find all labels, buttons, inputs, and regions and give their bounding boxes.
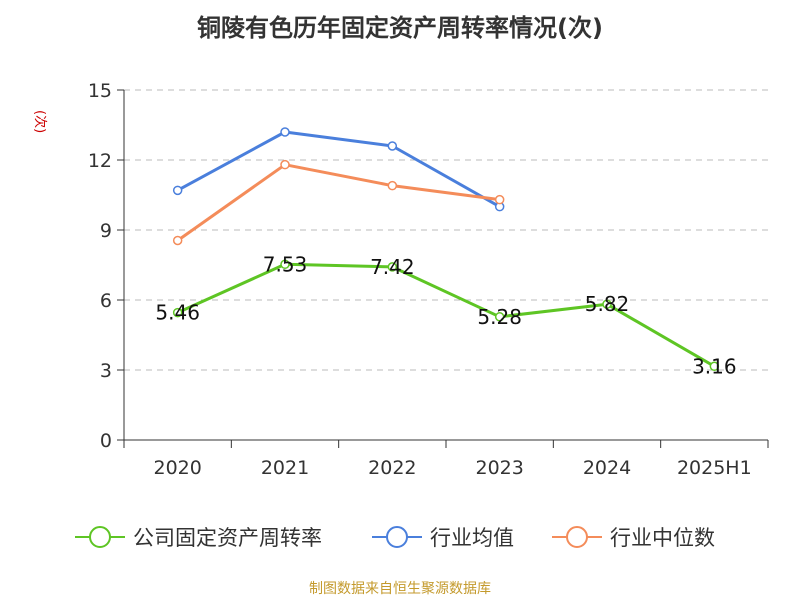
data-source-note: 制图数据来自恒生聚源数据库 <box>309 581 491 597</box>
data-label: 5.82 <box>585 292 630 316</box>
y-tick-label: 3 <box>100 360 112 382</box>
data-point <box>280 159 290 170</box>
data-point <box>280 127 290 137</box>
y-tick-label: 9 <box>100 220 112 242</box>
data-point <box>172 185 183 196</box>
data-point <box>280 259 290 270</box>
legend-label-1: 行业均值 <box>430 526 514 550</box>
legend-marker-1 <box>386 526 408 548</box>
data-point <box>172 307 183 318</box>
x-tick-label: 2020 <box>153 457 201 479</box>
data-point <box>172 235 183 246</box>
data-point <box>494 312 505 322</box>
axes: 0 3 6 9 12 15 2020 2021 2022 2023 2024 2025H1 <box>88 80 769 479</box>
data-point <box>387 262 398 272</box>
x-tick-label: 2023 <box>475 457 523 479</box>
data-label: 7.53 <box>263 252 308 276</box>
y-tick-label: 0 <box>100 430 112 452</box>
y-tick-label: 15 <box>88 80 112 102</box>
data-point <box>602 299 612 309</box>
legend-marker-2 <box>566 526 588 548</box>
data-label: 3.16 <box>692 354 737 378</box>
data-label: 7.42 <box>370 255 415 279</box>
x-tick-label: 2025H1 <box>677 457 752 479</box>
series-line-1 <box>176 130 501 208</box>
legend-label-0: 公司固定资产周转率 <box>133 526 322 550</box>
data-point <box>709 361 720 372</box>
data-label: 5.28 <box>477 305 522 329</box>
data-label: 5.46 <box>155 301 200 325</box>
y-tick-label: 6 <box>100 290 112 312</box>
x-tick-label: 2022 <box>368 457 416 479</box>
legend: 公司固定资产周转率 行业均值 行业中位数 <box>75 526 715 550</box>
x-tick-label: 2021 <box>261 457 309 479</box>
legend-marker-0 <box>89 526 111 548</box>
data-point <box>494 194 505 205</box>
data-labels: 5.46 7.53 7.42 5.28 5.82 3.16 <box>155 252 736 378</box>
series-line-2 <box>176 163 500 242</box>
grid-lines <box>124 89 768 371</box>
data-point <box>387 141 398 151</box>
series-lines <box>172 127 720 372</box>
y-tick-label: 12 <box>88 150 112 172</box>
data-point <box>387 180 398 191</box>
x-tick-label: 2024 <box>583 457 631 479</box>
series-line-0 <box>177 262 716 368</box>
legend-label-2: 行业中位数 <box>610 526 715 550</box>
chart-title: 铜陵有色历年固定资产周转率情况(次) <box>197 14 603 42</box>
